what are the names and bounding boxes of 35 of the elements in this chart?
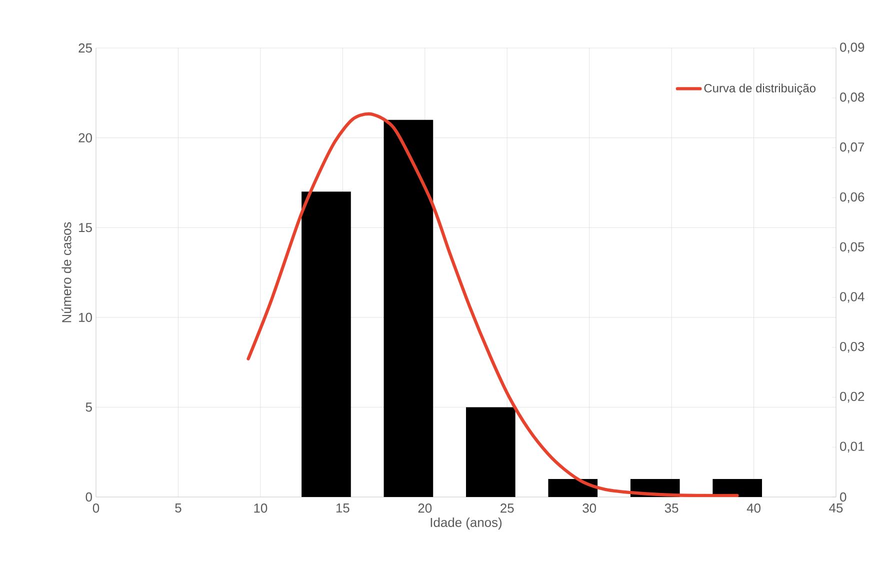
y2-tick-label: 0,08 — [840, 92, 864, 104]
y-tick-label: 15 — [79, 223, 92, 232]
bar — [466, 407, 516, 497]
x-axis-title: Idade (anos) — [430, 518, 502, 530]
x-tick-label: 30 — [582, 504, 596, 513]
x-tick-label: 5 — [175, 504, 182, 513]
bar — [548, 479, 598, 497]
x-tick-label: 20 — [418, 504, 432, 513]
y2-tick-label: 0,02 — [840, 392, 864, 403]
x-tick-label: 10 — [254, 504, 268, 513]
line-series — [246, 112, 739, 497]
y2-tick-label: 0,04 — [840, 292, 864, 303]
y-axis-title: Número de casos — [62, 222, 72, 322]
legend-label: Curva de distribuição — [704, 84, 816, 95]
y2-tick-label: 0,03 — [840, 342, 864, 353]
y-tick-label: 0 — [86, 492, 92, 502]
y2-tick-label: 0 — [840, 492, 846, 502]
bar — [712, 479, 762, 497]
x-tick-label: 45 — [829, 504, 843, 513]
x-tick-label: 35 — [664, 504, 678, 513]
y-tick-label: 10 — [79, 312, 92, 322]
x-tick-label: 0 — [92, 504, 100, 513]
y2-tick-label: 0,07 — [840, 142, 864, 154]
y-tick-label: 20 — [78, 133, 92, 142]
y2-tick-label: 0,05 — [840, 242, 864, 253]
y-tick-label: 25 — [78, 43, 92, 53]
x-tick-label: 25 — [500, 504, 514, 513]
y2-tick-label: 0,06 — [840, 192, 864, 204]
y2-tick-label: 0,09 — [840, 42, 864, 54]
bar — [302, 192, 351, 497]
x-tick-label: 40 — [746, 504, 760, 513]
bar — [384, 120, 434, 497]
x-tick-label: 15 — [336, 504, 350, 513]
y-tick-label: 5 — [86, 402, 92, 412]
y2-tick-label: 0,01 — [840, 442, 864, 452]
